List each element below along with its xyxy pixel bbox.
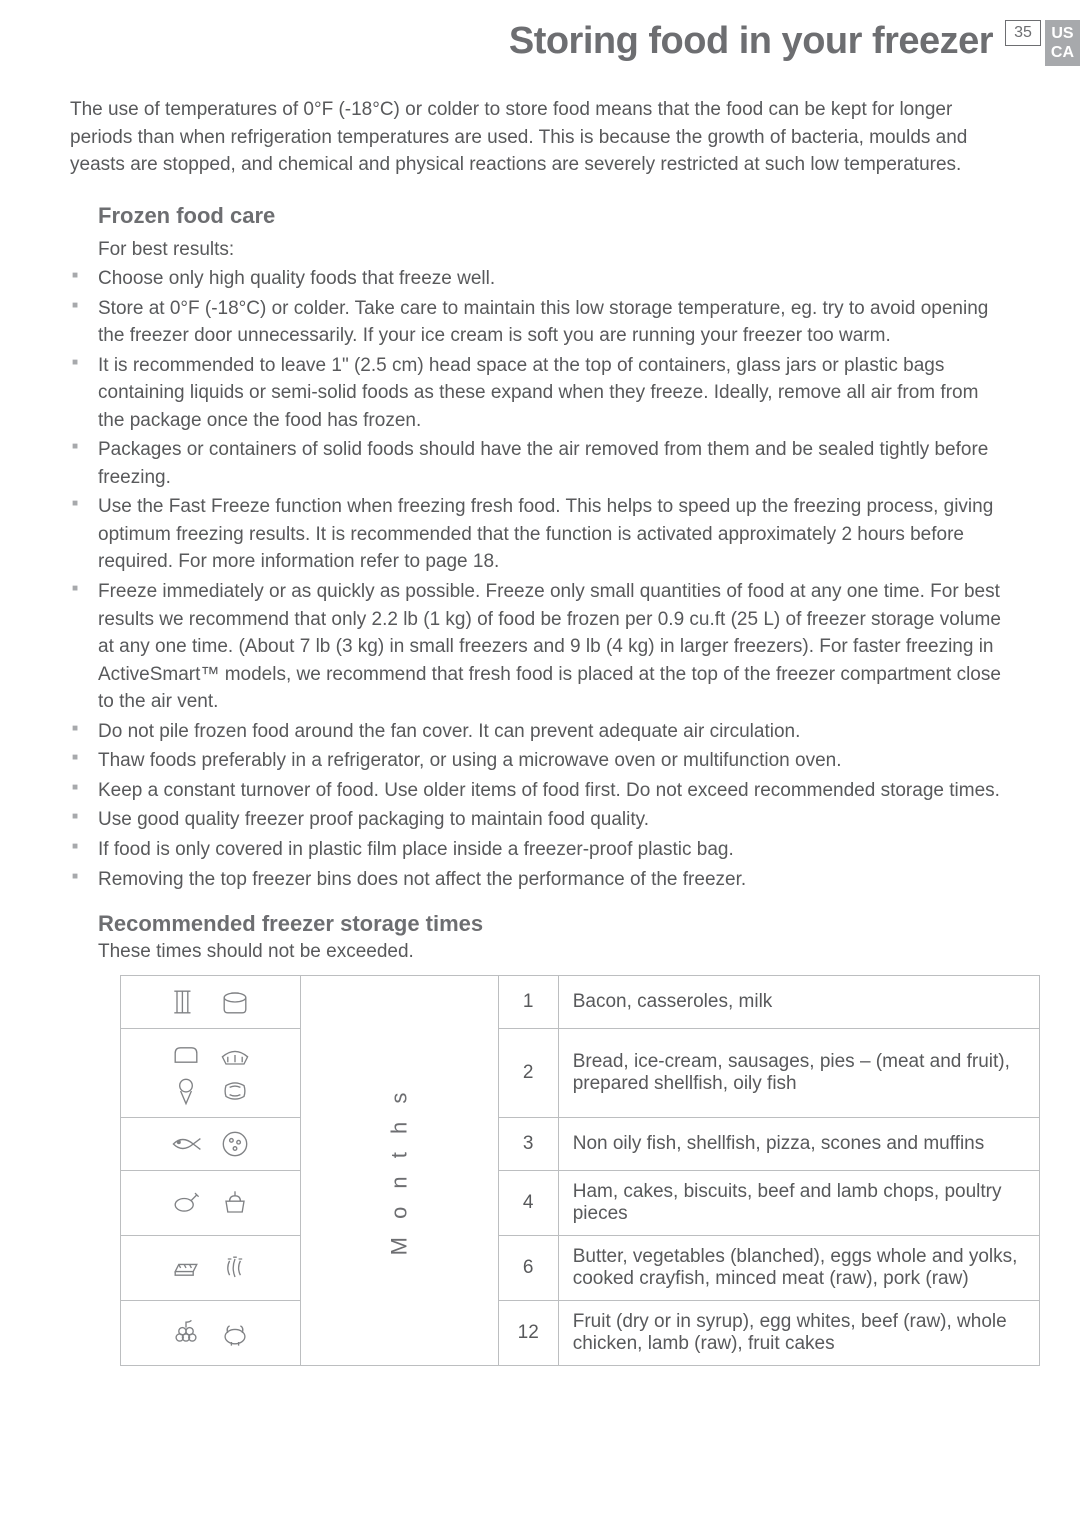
- food-icons-cell: [121, 976, 301, 1029]
- food-description: Ham, cakes, biscuits, beef and lamb chop…: [558, 1171, 1039, 1236]
- bread-icon: [168, 1037, 204, 1073]
- table-row: 2 Bread, ice-cream, sausages, pies – (me…: [121, 1029, 1040, 1118]
- frozen-food-care-heading: Frozen food care: [98, 203, 1010, 229]
- grapes-icon: [168, 1315, 204, 1351]
- food-description: Non oily fish, shellfish, pizza, scones …: [558, 1118, 1039, 1171]
- pizza-icon: [217, 1126, 253, 1162]
- months-label: M o n t h s: [386, 1086, 412, 1255]
- chicken-icon: [217, 1315, 253, 1351]
- bullet-item: Packages or containers of solid foods sh…: [70, 436, 1010, 491]
- fish-icon: [168, 1126, 204, 1162]
- months-number: 2: [498, 1029, 558, 1118]
- pie-icon: [217, 1037, 253, 1073]
- casserole-icon: [217, 984, 253, 1020]
- locale-badge: US CA: [1045, 20, 1080, 66]
- icecream-icon: [168, 1073, 204, 1109]
- food-description: Fruit (dry or in syrup), egg whites, bee…: [558, 1301, 1039, 1366]
- months-number: 12: [498, 1301, 558, 1366]
- locale-line-2: CA: [1051, 43, 1074, 62]
- butter-icon: [168, 1250, 204, 1286]
- storage-times-heading: Recommended freezer storage times: [98, 911, 1010, 937]
- bullet-item: Freeze immediately or as quickly as poss…: [70, 578, 1010, 716]
- bullet-item: Do not pile frozen food around the fan c…: [70, 718, 1010, 746]
- bullet-item: Keep a constant turnover of food. Use ol…: [70, 777, 1010, 805]
- bullet-item: Store at 0°F (-18°C) or colder. Take car…: [70, 295, 1010, 350]
- bullet-item: Use the Fast Freeze function when freezi…: [70, 493, 1010, 576]
- food-icons-cell: [121, 1236, 301, 1301]
- bacon-icon: [168, 984, 204, 1020]
- bullet-item: It is recommended to leave 1" (2.5 cm) h…: [70, 352, 1010, 435]
- frozen-food-bullets: Choose only high quality foods that free…: [70, 265, 1010, 893]
- storage-times-subtext: These times should not be exceeded.: [98, 941, 1010, 963]
- table-row: 3 Non oily fish, shellfish, pizza, scone…: [121, 1118, 1040, 1171]
- ham-icon: [168, 1185, 204, 1221]
- sausage-icon: [217, 1073, 253, 1109]
- food-icons-cell: [121, 1301, 301, 1366]
- months-number: 1: [498, 976, 558, 1029]
- bullet-item: Removing the top freezer bins does not a…: [70, 866, 1010, 894]
- cake-icon: [217, 1185, 253, 1221]
- page-number: 35: [1005, 20, 1041, 46]
- food-description: Butter, vegetables (blanched), eggs whol…: [558, 1236, 1039, 1301]
- bullet-item: Thaw foods preferably in a refrigerator,…: [70, 747, 1010, 775]
- page-title: Storing food in your freezer: [509, 20, 993, 63]
- table-row: M o n t h s 1 Bacon, casseroles, milk: [121, 976, 1040, 1029]
- food-icons-cell: [121, 1171, 301, 1236]
- food-icons-cell: [121, 1118, 301, 1171]
- intro-paragraph: The use of temperatures of 0°F (-18°C) o…: [70, 96, 1010, 179]
- locale-line-1: US: [1051, 24, 1074, 43]
- food-description: Bacon, casseroles, milk: [558, 976, 1039, 1029]
- bullet-item: If food is only covered in plastic film …: [70, 836, 1010, 864]
- page-header: Storing food in your freezer 35 US CA: [0, 0, 1080, 66]
- table-row: 6 Butter, vegetables (blanched), eggs wh…: [121, 1236, 1040, 1301]
- food-icons-cell: [121, 1029, 301, 1118]
- table-row: 4 Ham, cakes, biscuits, beef and lamb ch…: [121, 1171, 1040, 1236]
- bullet-item: Use good quality freezer proof packaging…: [70, 806, 1010, 834]
- months-label-cell: M o n t h s: [301, 976, 499, 1366]
- page-content: The use of temperatures of 0°F (-18°C) o…: [0, 66, 1080, 1366]
- bullet-item: Choose only high quality foods that free…: [70, 265, 1010, 293]
- months-number: 3: [498, 1118, 558, 1171]
- months-number: 4: [498, 1171, 558, 1236]
- frozen-food-care-subtext: For best results:: [98, 239, 1010, 261]
- months-number: 6: [498, 1236, 558, 1301]
- vegetables-icon: [217, 1250, 253, 1286]
- food-description: Bread, ice-cream, sausages, pies – (meat…: [558, 1029, 1039, 1118]
- table-row: 12 Fruit (dry or in syrup), egg whites, …: [121, 1301, 1040, 1366]
- storage-times-table: M o n t h s 1 Bacon, casseroles, milk 2 …: [120, 975, 1040, 1366]
